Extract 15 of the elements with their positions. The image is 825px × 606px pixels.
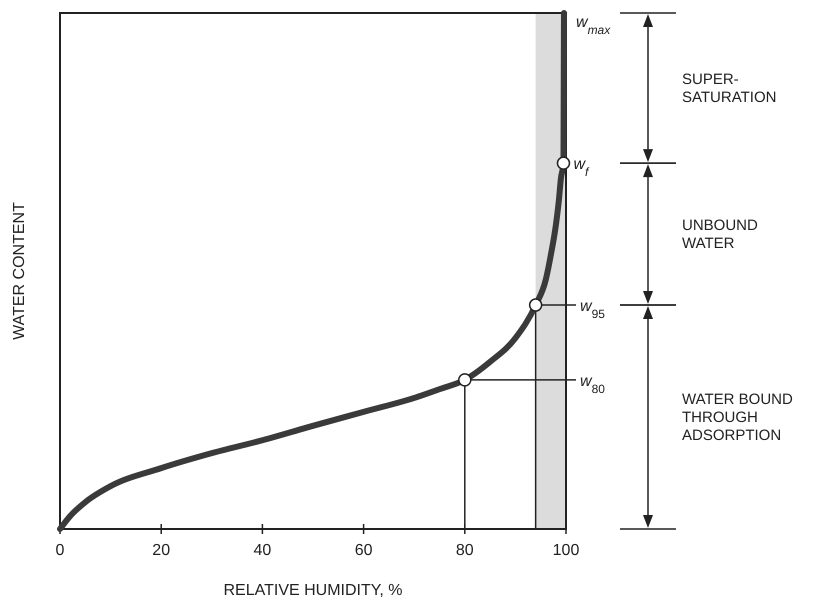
x-tick-label: 40: [254, 542, 272, 559]
text: UNBOUND WATER: [682, 217, 758, 252]
text: WATER BOUND THROUGH ADSORPTION: [682, 391, 793, 444]
x-tick-label: 80: [456, 542, 474, 559]
x-tick-label: 60: [354, 542, 373, 559]
ref-line-label: w$_{80}$: [580, 372, 606, 396]
annotation: w$_{f}$: [573, 156, 590, 180]
x-axis-title: RELATIVE HUMIDITY, %: [224, 582, 402, 599]
y-axis-title: WATER CONTENT: [11, 202, 28, 340]
x-tick-label: 100: [552, 542, 580, 559]
text: SUPER- SATURATION: [682, 71, 776, 106]
ref-line-label: w$_{95}$: [580, 298, 606, 322]
x-tick-label: 0: [56, 542, 65, 559]
annotation: w$_{max}$: [576, 14, 612, 37]
x-tick-label: 20: [152, 542, 170, 559]
